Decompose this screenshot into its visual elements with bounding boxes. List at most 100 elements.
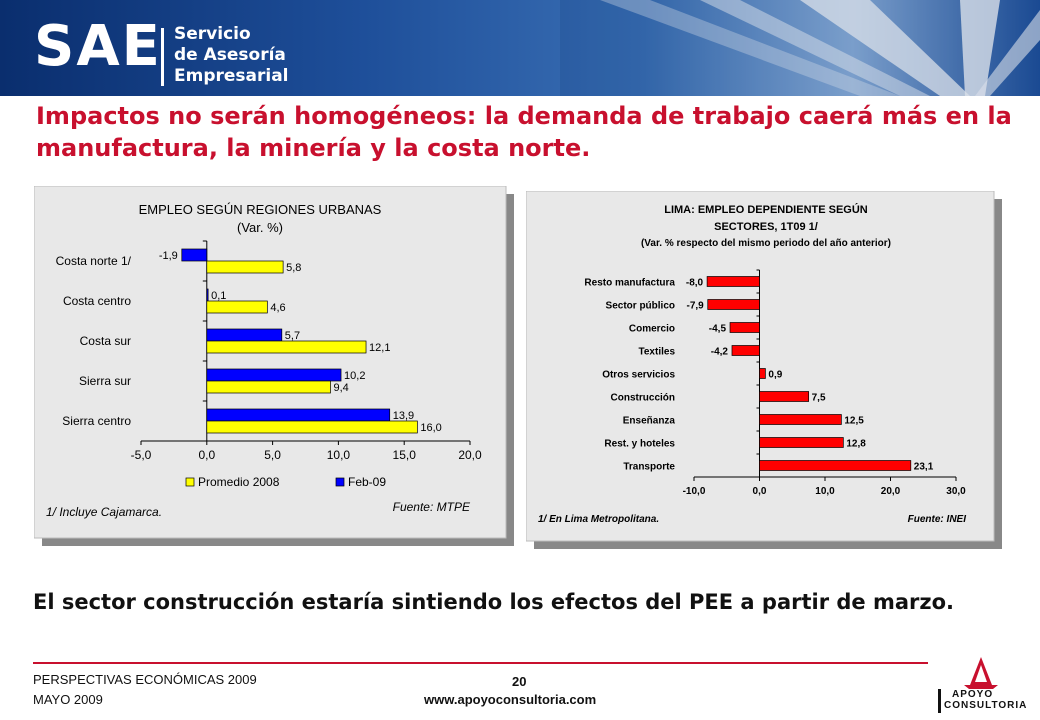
apoyo-logo-icon bbox=[938, 657, 998, 713]
category-label: Costa sur bbox=[80, 334, 131, 348]
bar bbox=[759, 391, 809, 402]
category-label: Resto manufactura bbox=[584, 278, 675, 289]
chart-note: 1/ En Lima Metropolitana. bbox=[538, 514, 659, 525]
category-label: Construcción bbox=[611, 393, 675, 404]
apoyo-brand-text: APOYO CONSULTORIA bbox=[938, 689, 1027, 711]
bar bbox=[729, 322, 760, 333]
category-label: Costa norte 1/ bbox=[56, 254, 132, 268]
x-tick-label: 10,0 bbox=[815, 486, 835, 497]
category-label: Enseñanza bbox=[623, 416, 676, 427]
data-label: -7,9 bbox=[687, 301, 705, 312]
legend-swatch bbox=[185, 477, 195, 487]
category-label: Sierra sur bbox=[79, 374, 131, 388]
logo-sub-line-2: de Asesoría bbox=[174, 45, 286, 65]
x-tick-label: 0,0 bbox=[753, 486, 767, 497]
data-label: -1,9 bbox=[159, 250, 178, 262]
chart-title-2: SECTORES, 1T09 1/ bbox=[714, 221, 818, 233]
footer-url: www.apoyoconsultoria.com bbox=[424, 692, 597, 707]
category-label: Sierra centro bbox=[62, 414, 131, 428]
x-tick-label: 20,0 bbox=[458, 448, 482, 462]
data-label: 7,5 bbox=[812, 393, 826, 404]
data-label: 12,5 bbox=[844, 416, 864, 427]
bar bbox=[206, 420, 418, 434]
chart-source: Fuente: INEI bbox=[908, 514, 967, 525]
chart-regions: EMPLEO SEGÚN REGIONES URBANAS (Var. %) Cos… bbox=[33, 185, 514, 546]
footer-publication: PERSPECTIVAS ECONÓMICAS 2009 bbox=[33, 672, 257, 687]
bar bbox=[759, 437, 844, 448]
page-headline: Impactos no serán homogéneos: la demanda… bbox=[36, 102, 1012, 162]
data-label: -8,0 bbox=[686, 278, 704, 289]
x-tick-label: 0,0 bbox=[198, 448, 215, 462]
data-label: 12,8 bbox=[846, 439, 866, 450]
data-label: 10,2 bbox=[344, 370, 365, 382]
apoyo-brand-line-1: APOYO bbox=[952, 689, 994, 700]
category-label: Transporte bbox=[623, 462, 675, 473]
bar bbox=[731, 345, 760, 356]
banner-rays bbox=[560, 0, 1040, 96]
category-label: Rest. y hoteles bbox=[604, 439, 675, 450]
bar bbox=[759, 368, 766, 379]
data-label: 16,0 bbox=[420, 422, 441, 434]
data-label: 0,9 bbox=[768, 370, 782, 381]
chart-panel-regions: EMPLEO SEGÚN REGIONES URBANAS (Var. %) Cos… bbox=[33, 185, 516, 553]
bar bbox=[759, 460, 912, 471]
footer-divider bbox=[33, 662, 928, 664]
bar bbox=[707, 299, 760, 310]
chart-note: 1/ Incluye Cajamarca. bbox=[46, 505, 162, 519]
category-label: Costa centro bbox=[63, 294, 131, 308]
bar bbox=[206, 340, 367, 354]
logo-sub-line-3: Empresarial bbox=[174, 66, 289, 86]
chart-source: Fuente: MTPE bbox=[393, 500, 471, 514]
bar bbox=[206, 408, 391, 422]
data-label: 4,6 bbox=[270, 302, 285, 314]
bar bbox=[206, 380, 331, 394]
data-label: 0,1 bbox=[211, 290, 226, 302]
footer-date: MAYO 2009 bbox=[33, 692, 103, 707]
x-tick-label: 10,0 bbox=[327, 448, 351, 462]
bar bbox=[759, 414, 842, 425]
x-tick-label: -5,0 bbox=[131, 448, 152, 462]
chart-background bbox=[33, 185, 507, 539]
bar bbox=[206, 288, 209, 302]
data-label: -4,2 bbox=[711, 347, 729, 358]
page-subtitle: El sector construcción estaría sintiendo… bbox=[33, 590, 954, 614]
bar bbox=[181, 248, 208, 262]
data-label: -4,5 bbox=[709, 324, 727, 335]
data-label: 13,9 bbox=[393, 410, 414, 422]
logo-sub-line-1: Servicio bbox=[174, 24, 251, 44]
bar bbox=[206, 368, 342, 382]
legend-entry: Feb-09 bbox=[348, 475, 386, 489]
header-banner: SAE Servicio de Asesoría Empresarial bbox=[0, 0, 1040, 96]
x-tick-label: 15,0 bbox=[393, 448, 417, 462]
data-label: 23,1 bbox=[914, 462, 934, 473]
sae-logo: SAE bbox=[34, 14, 162, 79]
data-label: 5,7 bbox=[285, 330, 300, 342]
category-label: Sector público bbox=[606, 301, 675, 312]
category-label: Textiles bbox=[639, 347, 676, 358]
chart-panel-sectors: LIMA: EMPLEO DEPENDIENTE SEGÚN SECTORES, … bbox=[525, 190, 1004, 556]
chart-subtitle: (Var. % respecto del mismo periodo del a… bbox=[641, 238, 891, 249]
footer-info: PERSPECTIVAS ECONÓMICAS 2009 MAYO 2009 bbox=[33, 670, 257, 710]
legend-entry: Promedio 2008 bbox=[198, 475, 280, 489]
bar bbox=[206, 260, 284, 274]
legend-swatch bbox=[335, 477, 345, 487]
chart-sectors: LIMA: EMPLEO DEPENDIENTE SEGÚN SECTORES, … bbox=[525, 190, 1002, 549]
chart-subtitle: (Var. %) bbox=[237, 220, 283, 235]
logo-separator bbox=[161, 28, 164, 86]
bar bbox=[706, 276, 760, 287]
page-number: 20 bbox=[512, 674, 527, 689]
data-label: 12,1 bbox=[369, 342, 390, 354]
chart-title: EMPLEO SEGÚN REGIONES URBANAS bbox=[139, 202, 382, 217]
x-tick-label: 20,0 bbox=[881, 486, 901, 497]
x-tick-label: 5,0 bbox=[264, 448, 281, 462]
apoyo-brand-line-2: CONSULTORIA bbox=[944, 700, 1028, 711]
category-label: Comercio bbox=[629, 324, 675, 335]
x-tick-label: 30,0 bbox=[946, 486, 966, 497]
data-label: 5,8 bbox=[286, 262, 301, 274]
data-label: 9,4 bbox=[334, 382, 349, 394]
category-label: Otros servicios bbox=[602, 370, 675, 381]
x-tick-label: -10,0 bbox=[683, 486, 706, 497]
chart-title: LIMA: EMPLEO DEPENDIENTE SEGÚN bbox=[664, 203, 868, 216]
logo-subtitle: Servicio de Asesoría Empresarial bbox=[174, 24, 289, 87]
bar bbox=[206, 328, 283, 342]
